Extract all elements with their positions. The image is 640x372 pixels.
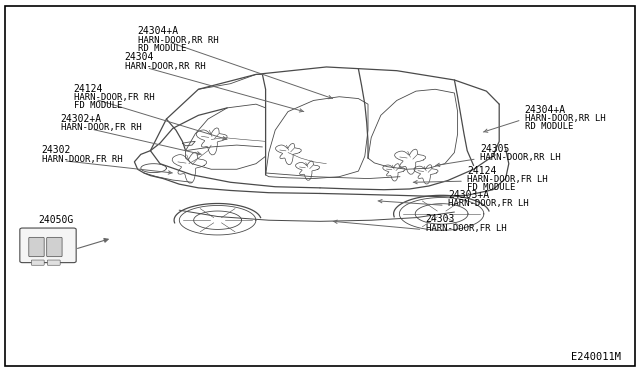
FancyBboxPatch shape: [20, 228, 76, 263]
FancyBboxPatch shape: [47, 237, 62, 257]
Text: HARN-DOOR,RR RH: HARN-DOOR,RR RH: [138, 36, 218, 45]
Text: HARN-DOOR,FR RH: HARN-DOOR,FR RH: [42, 155, 122, 164]
Text: HARN-DOOR,RR LH: HARN-DOOR,RR LH: [480, 153, 561, 162]
Text: 24303: 24303: [426, 214, 455, 224]
Text: 24302: 24302: [42, 145, 71, 155]
Text: HARN-DOOR,FR RH: HARN-DOOR,FR RH: [74, 93, 154, 102]
Text: HARN-DOOR,RR RH: HARN-DOOR,RR RH: [125, 62, 205, 71]
Text: 24124: 24124: [467, 166, 497, 176]
Text: HARN-DOOR,FR LH: HARN-DOOR,FR LH: [467, 175, 548, 184]
FancyBboxPatch shape: [47, 260, 60, 265]
Text: HARN-DOOR,FR RH: HARN-DOOR,FR RH: [61, 123, 141, 132]
Text: 24124: 24124: [74, 84, 103, 94]
Text: 24304+A: 24304+A: [525, 105, 566, 115]
Text: HARN-DOOR,FR LH: HARN-DOOR,FR LH: [426, 224, 506, 232]
Text: 24305: 24305: [480, 144, 509, 154]
Text: FD MODULE: FD MODULE: [74, 102, 122, 110]
Text: FD MODULE: FD MODULE: [467, 183, 516, 192]
FancyBboxPatch shape: [31, 260, 44, 265]
Text: 24303+A: 24303+A: [448, 190, 489, 200]
Text: HARN-DOOR,FR LH: HARN-DOOR,FR LH: [448, 199, 529, 208]
Text: 24050G: 24050G: [38, 215, 74, 225]
Text: E240011M: E240011M: [571, 352, 621, 362]
Text: HARN-DOOR,RR LH: HARN-DOOR,RR LH: [525, 114, 605, 123]
FancyBboxPatch shape: [29, 237, 44, 257]
Text: RD MODULE: RD MODULE: [138, 44, 186, 53]
Text: 24304+A: 24304+A: [138, 26, 179, 36]
Text: 24302+A: 24302+A: [61, 114, 102, 124]
Text: 24304: 24304: [125, 52, 154, 62]
Text: RD MODULE: RD MODULE: [525, 122, 573, 131]
